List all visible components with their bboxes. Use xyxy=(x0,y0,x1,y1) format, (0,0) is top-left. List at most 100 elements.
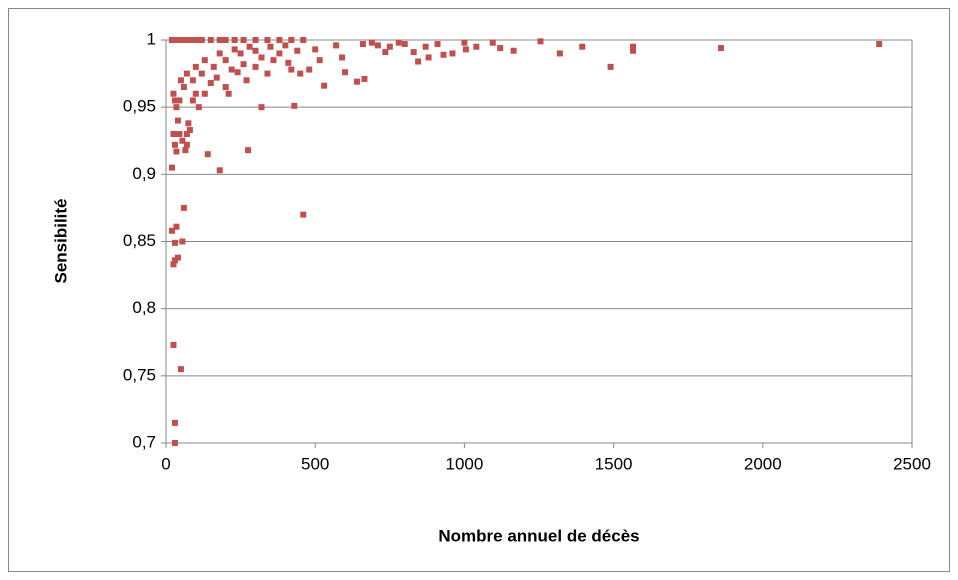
scatter-point xyxy=(245,147,252,154)
scatter-point xyxy=(186,37,193,43)
y-axis-title: Sensibilité xyxy=(51,198,70,283)
scatter-point xyxy=(216,50,223,57)
scatter-point xyxy=(216,167,223,174)
scatter-point xyxy=(174,37,181,43)
x-tick-label: 0 xyxy=(161,454,170,473)
scatter-point xyxy=(222,37,229,43)
scatter-point xyxy=(231,46,238,53)
scatter-point xyxy=(182,147,189,154)
scatter-point xyxy=(174,117,181,124)
scatter-point xyxy=(177,366,184,373)
scatter-point xyxy=(342,69,349,76)
scatter-point xyxy=(282,42,289,49)
scatter-point xyxy=(204,151,211,158)
scatter-point xyxy=(510,47,517,54)
scatter-point xyxy=(718,45,725,52)
scatter-point xyxy=(171,419,178,426)
scatter-point xyxy=(173,148,180,155)
x-axis-title: Nombre annuel de décès xyxy=(438,526,639,545)
y-tick-label: 0,9 xyxy=(132,164,156,183)
chart-frame xyxy=(8,8,950,572)
y-tick-label: 0,8 xyxy=(132,298,156,317)
scatter-point xyxy=(246,43,253,50)
scatter-point xyxy=(382,49,389,56)
y-tick-label: 0,85 xyxy=(123,231,156,250)
scatter-point xyxy=(258,54,265,61)
scatter-point xyxy=(222,57,229,64)
scatter-point xyxy=(252,63,259,70)
scatter-point xyxy=(339,54,346,61)
scatter-point xyxy=(240,61,247,68)
scatter-point xyxy=(374,42,381,49)
scatter-point xyxy=(210,63,217,70)
x-tick-label: 500 xyxy=(301,454,329,473)
scatter-point xyxy=(258,104,265,111)
scatter-point xyxy=(497,45,504,52)
scatter-point xyxy=(174,254,181,261)
scatter-point xyxy=(285,59,292,66)
scatter-point xyxy=(171,141,178,148)
x-tick-label: 1000 xyxy=(445,454,483,473)
scatter-point xyxy=(276,50,283,57)
scatter-point xyxy=(607,63,614,70)
scatter-point xyxy=(276,37,283,43)
scatter-point xyxy=(489,39,496,46)
scatter-point xyxy=(171,440,178,446)
scatter-point xyxy=(168,164,175,171)
x-tick-label: 2500 xyxy=(893,454,931,473)
y-tick-label: 0,75 xyxy=(123,365,156,384)
scatter-point xyxy=(368,39,375,46)
scatter-point xyxy=(189,77,196,84)
scatter-point xyxy=(179,238,186,245)
scatter-point xyxy=(267,43,274,50)
scatter-point xyxy=(222,84,229,91)
scatter-point xyxy=(629,43,636,50)
x-tick-label: 1500 xyxy=(595,454,633,473)
scatter-point xyxy=(198,70,205,77)
scatter-point xyxy=(556,50,563,57)
scatter-point xyxy=(361,75,368,82)
scatter-point xyxy=(353,78,360,85)
scatter-point xyxy=(415,58,422,65)
scatter-point xyxy=(225,90,232,97)
scatter-point xyxy=(288,37,295,43)
scatter-point xyxy=(180,37,187,43)
scatter-point xyxy=(171,239,178,246)
scatter-point xyxy=(537,38,544,45)
scatter-point xyxy=(171,97,178,104)
scatter-point xyxy=(201,90,208,97)
scatter-point xyxy=(192,63,199,70)
scatter-point xyxy=(440,51,447,58)
scatter-point xyxy=(183,141,190,148)
scatter-point xyxy=(231,37,238,43)
scatter-point xyxy=(240,37,247,43)
scatter-point xyxy=(264,70,271,77)
scatter-point xyxy=(170,90,177,97)
scatter-point xyxy=(401,41,408,48)
scatter-point xyxy=(213,74,220,81)
scatter-point xyxy=(473,43,480,50)
scatter-point xyxy=(461,39,468,46)
scatter-point xyxy=(201,57,208,64)
x-tick-label: 2000 xyxy=(744,454,782,473)
scatter-point xyxy=(312,46,319,53)
scatter-point xyxy=(291,102,298,109)
scatter-point xyxy=(192,90,199,97)
scatter-point xyxy=(180,204,187,211)
scatter-point xyxy=(207,37,214,43)
scatter-point xyxy=(252,47,259,54)
scatter-point xyxy=(216,37,223,43)
scatter-point xyxy=(306,66,313,73)
scatter-point xyxy=(333,42,340,49)
y-tick-label: 1 xyxy=(147,29,156,48)
scatter-point xyxy=(207,79,214,86)
scatter-point xyxy=(173,223,180,230)
scatter-point xyxy=(185,120,192,127)
scatter-point xyxy=(422,43,429,50)
scatter-point xyxy=(192,37,199,43)
scatter-point xyxy=(359,41,366,48)
scatter-point xyxy=(177,77,184,84)
scatter-point xyxy=(579,43,586,50)
scatter-point xyxy=(195,104,202,111)
